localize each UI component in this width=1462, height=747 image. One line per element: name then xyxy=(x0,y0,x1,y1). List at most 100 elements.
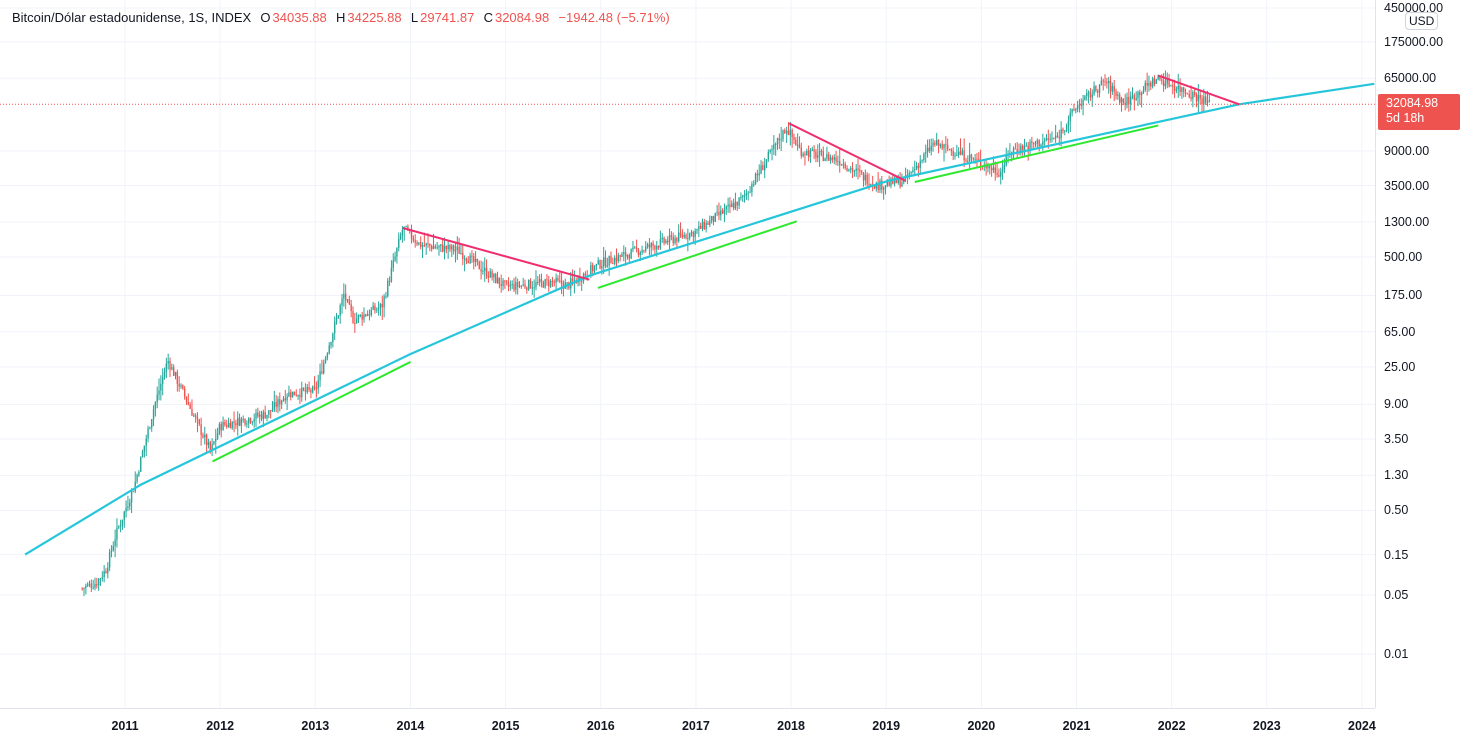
candle-body xyxy=(363,314,365,320)
candle-body xyxy=(176,372,179,384)
candle-body xyxy=(273,402,276,410)
symbol-legend: Bitcoin/Dólar estadounidense, 1S, INDEX … xyxy=(12,10,672,25)
candle-body xyxy=(978,158,980,160)
candle-body xyxy=(1106,81,1108,84)
candle-body xyxy=(249,418,252,423)
candle-body xyxy=(185,396,188,402)
candle-body xyxy=(716,211,718,214)
candle-body xyxy=(1042,141,1044,145)
candle-body xyxy=(96,583,98,586)
candle-body xyxy=(864,174,867,181)
time-tick-label: 2021 xyxy=(1062,719,1091,733)
candle-body xyxy=(467,261,469,264)
candle-body xyxy=(491,271,493,278)
currency-button[interactable]: USD xyxy=(1405,12,1439,30)
candle-body xyxy=(619,255,621,257)
candle-body xyxy=(143,445,146,452)
price-tick-label: 0.15 xyxy=(1384,547,1409,562)
candle-body xyxy=(511,284,513,286)
price-tick-label: 450000.00 xyxy=(1384,1,1444,15)
price-tick-label: 3.50 xyxy=(1384,432,1409,447)
candle-body xyxy=(886,182,888,186)
candle-body xyxy=(1095,86,1097,92)
candle-body xyxy=(1197,94,1200,102)
chart-plot-area[interactable]: Bitcoin/Dólar estadounidense, 1S, INDEX … xyxy=(0,0,1375,708)
resistance-line xyxy=(788,122,906,182)
last-price: 32084.98 xyxy=(1386,96,1439,110)
candle-body xyxy=(187,401,190,405)
candle-body xyxy=(1118,94,1121,103)
candle-body xyxy=(679,232,682,235)
candle-body xyxy=(427,243,429,245)
price-tick-label: 65.00 xyxy=(1384,324,1416,339)
candle-body xyxy=(1139,91,1141,96)
candle-body xyxy=(774,143,777,145)
candle-body xyxy=(341,298,343,306)
candle-body xyxy=(932,142,934,146)
candle-body xyxy=(449,245,451,250)
candle-body xyxy=(893,177,896,184)
candle-body xyxy=(850,168,852,170)
candle-body xyxy=(385,296,387,298)
candle-body xyxy=(233,421,235,424)
candle-body xyxy=(1135,98,1137,100)
candle-body xyxy=(1151,78,1154,87)
candle-body xyxy=(471,255,473,257)
change-value: −1942.48 (−5.71%) xyxy=(558,10,670,25)
candle-body xyxy=(478,261,480,270)
candle-body xyxy=(288,392,290,397)
candle-body xyxy=(538,279,541,283)
candle-body xyxy=(441,244,444,252)
candle-body xyxy=(1117,94,1119,96)
candle-body xyxy=(721,210,724,214)
candle-body xyxy=(1001,169,1004,172)
candle-body xyxy=(147,428,149,439)
price-chart[interactable] xyxy=(0,0,1375,708)
candle-body xyxy=(258,414,261,417)
candle-body xyxy=(244,418,246,425)
candle-body xyxy=(537,281,539,283)
candle-body xyxy=(202,434,204,438)
candle-body xyxy=(1194,91,1196,95)
candle-body xyxy=(81,588,83,590)
candle-body xyxy=(809,149,812,158)
candle-body xyxy=(968,154,971,161)
candle-body xyxy=(257,412,259,417)
candle-body xyxy=(626,255,629,257)
price-tick-label: 1300.00 xyxy=(1384,214,1430,229)
candle-body xyxy=(782,130,784,140)
candle-body xyxy=(557,278,559,281)
candle-body xyxy=(423,245,426,247)
candle-body xyxy=(381,304,383,308)
candle-body xyxy=(388,280,391,282)
candle-body xyxy=(330,342,332,346)
time-axis[interactable]: 2011 2012 2013 2014 2015 2016 2017 2018 2019 2020… xyxy=(0,708,1376,747)
candle-body xyxy=(392,260,394,268)
candle-body xyxy=(771,149,773,151)
candle-body xyxy=(551,280,554,282)
candle-body xyxy=(765,159,768,165)
candle-body xyxy=(86,584,89,586)
candle-body xyxy=(213,441,215,445)
candle-body xyxy=(1022,145,1024,151)
candle-body xyxy=(979,159,982,166)
candle-body xyxy=(533,287,535,289)
candle-body xyxy=(246,423,248,425)
candle-body xyxy=(399,235,402,240)
candle-body xyxy=(674,238,676,243)
candle-body xyxy=(624,252,627,257)
candle-body xyxy=(654,245,656,250)
candle-body xyxy=(602,257,605,267)
candle-body xyxy=(623,252,625,255)
candle-body xyxy=(97,579,100,586)
candle-body xyxy=(1032,142,1035,144)
candle-body xyxy=(141,451,144,458)
price-tick-label: 25.00 xyxy=(1384,359,1416,374)
candle-body xyxy=(1087,92,1090,94)
candle-body xyxy=(712,216,715,222)
open-label: O xyxy=(260,10,271,25)
candle-body xyxy=(696,229,698,231)
candle-body xyxy=(154,402,157,410)
resistance-line xyxy=(402,227,590,281)
price-axis[interactable]: 65000.00 450000.00 USD 32084.98 5d 18h 175… xyxy=(1375,0,1462,708)
